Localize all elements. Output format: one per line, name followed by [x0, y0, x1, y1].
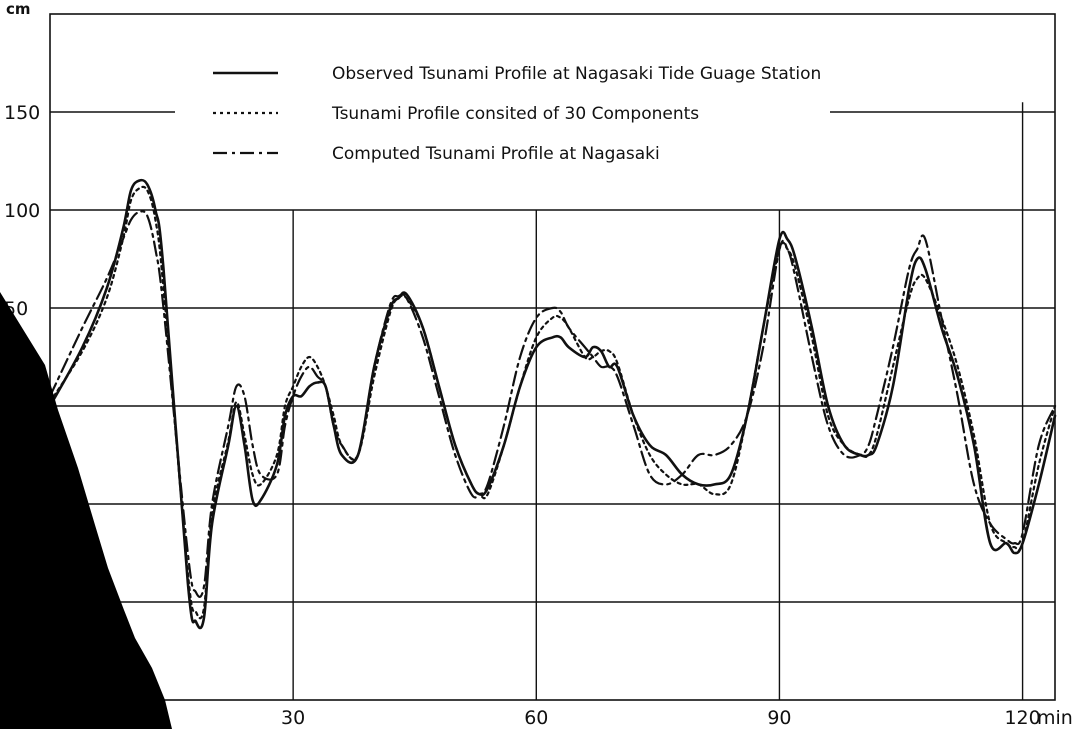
x-tick-label: 60: [524, 707, 548, 729]
y-unit-label: cm: [6, 0, 31, 18]
series-lines: [48, 178, 1057, 630]
x-tick-label: 120: [1004, 707, 1040, 729]
x-tick-label: 90: [767, 707, 791, 729]
series-line-dashdot: [48, 210, 1057, 598]
legend-label: Observed Tsunami Profile at Nagasaki Tid…: [332, 64, 821, 84]
y-tick-label: 100: [4, 200, 40, 222]
x-unit-label: min: [1037, 707, 1073, 729]
series-line-solid: [48, 178, 1057, 630]
x-tick-labels: 30 60 90 120: [281, 707, 1041, 729]
legend-label: Tsunami Profile consited of 30 Component…: [331, 104, 699, 124]
torn-page-corner: [0, 292, 172, 729]
legend: Observed Tsunami Profile at Nagasaki Tid…: [213, 64, 821, 164]
plot-frame: [49, 13, 1056, 701]
grid-lines: [50, 102, 1055, 700]
series-line-dotted: [48, 185, 1057, 620]
legend-label: Computed Tsunami Profile at Nagasaki: [332, 144, 660, 164]
x-tick-label: 30: [281, 707, 305, 729]
y-tick-label: 150: [4, 102, 40, 124]
